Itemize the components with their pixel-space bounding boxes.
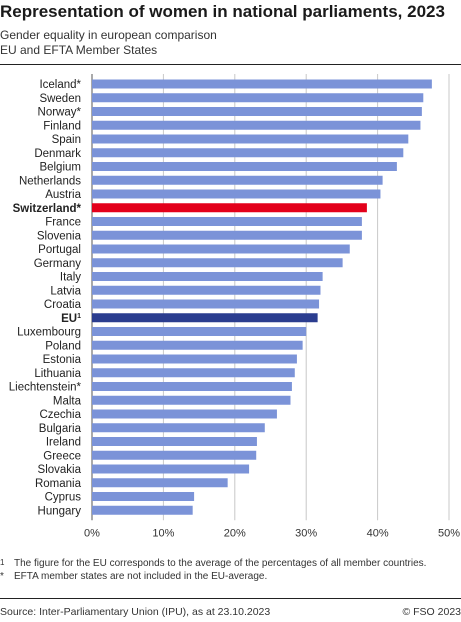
bar	[92, 217, 362, 226]
bar	[92, 464, 250, 474]
category-label: Liechtenstein*	[9, 382, 82, 394]
bar	[92, 505, 193, 515]
category-label: Finland	[43, 120, 81, 132]
category-label: Czechia	[39, 409, 81, 421]
bar	[92, 189, 381, 199]
category-label: Cyprus	[45, 492, 82, 504]
copyright-note: © FSO 2023	[402, 606, 461, 618]
category-label: EU1	[61, 313, 81, 325]
category-label: Latvia	[50, 285, 81, 297]
x-tick-label: 40%	[367, 527, 389, 539]
bar	[92, 327, 307, 336]
category-label: Croatia	[44, 299, 82, 311]
bar	[92, 244, 350, 254]
bar	[92, 79, 432, 89]
x-tick-label: 0%	[84, 527, 100, 539]
x-tick-label: 10%	[152, 527, 174, 539]
bar	[92, 354, 297, 364]
bar	[92, 258, 343, 268]
bar	[92, 492, 195, 501]
category-label: Sweden	[39, 93, 81, 105]
category-label: Denmark	[34, 148, 81, 160]
bar	[92, 423, 265, 433]
bar	[92, 409, 277, 419]
category-label: Spain	[52, 134, 81, 146]
category-label: France	[45, 217, 81, 229]
bar	[92, 107, 422, 116]
category-label: Portugal	[38, 244, 81, 256]
category-label: Germany	[34, 258, 82, 270]
category-label: Belgium	[39, 162, 81, 174]
top-divider	[0, 64, 461, 65]
category-label: Poland	[45, 340, 81, 352]
category-label: Malta	[53, 395, 82, 407]
category-label: Italy	[60, 272, 81, 284]
x-tick-label: 50%	[438, 527, 460, 539]
footnote-1-mark: 1	[0, 558, 5, 567]
bottom-divider	[0, 598, 461, 599]
bar-chart: 0% 10% 20% 30% 40% 50% Iceland* Sweden Norway*Fi…	[9, 74, 460, 539]
bar	[92, 340, 303, 350]
bar	[92, 120, 421, 130]
category-label: Ireland	[46, 437, 81, 449]
bar	[92, 450, 257, 460]
bar	[92, 299, 320, 309]
bar	[92, 203, 367, 213]
bar	[92, 93, 424, 103]
footnote-2-mark: *	[0, 571, 4, 582]
category-label: Romania	[35, 478, 82, 490]
category-label: Iceland*	[39, 79, 81, 91]
chart-title: Representation of women in national parl…	[0, 2, 445, 21]
bar	[92, 162, 397, 171]
chart-subtitle-scope: EU and EFTA Member States	[0, 43, 158, 57]
category-label: Switzerland*	[13, 203, 82, 215]
bar	[92, 148, 404, 158]
bar	[92, 368, 295, 378]
bar	[92, 382, 292, 391]
bar	[92, 230, 362, 240]
category-label: Netherlands	[19, 175, 81, 187]
bar	[92, 437, 257, 446]
bar	[92, 175, 383, 185]
category-label: Slovenia	[37, 230, 82, 242]
category-label: Lithuania	[34, 368, 81, 380]
chart-subtitle: Gender equality in european comparison	[0, 28, 217, 42]
category-label: Luxembourg	[17, 327, 81, 339]
bar	[92, 395, 291, 405]
category-label: Slovakia	[38, 464, 82, 476]
category-label: Bulgaria	[39, 423, 82, 435]
category-label: Austria	[45, 189, 81, 201]
category-label: Norway*	[38, 107, 82, 119]
source-note: Source: Inter-Parliamentary Union (IPU),…	[0, 606, 271, 618]
category-label: Greece	[43, 450, 81, 462]
x-tick-label: 20%	[224, 527, 246, 539]
bar	[92, 272, 323, 281]
footnote-1-text: The figure for the EU corresponds to the…	[14, 558, 427, 569]
footnote-2-text: EFTA member states are not included in t…	[14, 571, 268, 582]
bar	[92, 313, 318, 323]
x-tick-label: 30%	[295, 527, 317, 539]
category-label: Hungary	[38, 505, 82, 517]
category-label: Estonia	[43, 354, 82, 366]
bar	[92, 478, 228, 488]
bar	[92, 285, 321, 295]
bar	[92, 134, 409, 144]
